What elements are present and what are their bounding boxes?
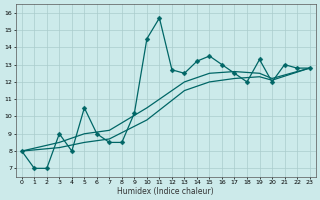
X-axis label: Humidex (Indice chaleur): Humidex (Indice chaleur) — [117, 187, 214, 196]
